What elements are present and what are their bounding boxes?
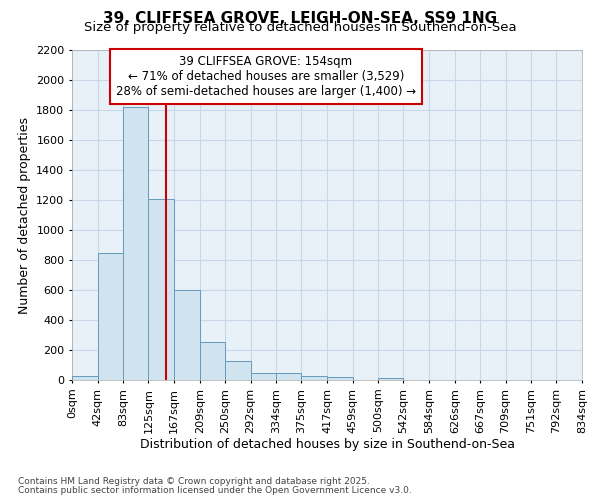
Bar bbox=[123, 107, 148, 380]
Bar bbox=[225, 361, 251, 380]
Text: Contains public sector information licensed under the Open Government Licence v3: Contains public sector information licen… bbox=[18, 486, 412, 495]
Bar bbox=[327, 377, 353, 380]
Text: 39 CLIFFSEA GROVE: 154sqm
← 71% of detached houses are smaller (3,529)
28% of se: 39 CLIFFSEA GROVE: 154sqm ← 71% of detac… bbox=[116, 55, 416, 98]
Bar bbox=[98, 253, 123, 380]
Text: Contains HM Land Registry data © Crown copyright and database right 2025.: Contains HM Land Registry data © Crown c… bbox=[18, 477, 370, 486]
Bar bbox=[148, 199, 174, 380]
Bar bbox=[174, 290, 200, 380]
Text: 39, CLIFFSEA GROVE, LEIGH-ON-SEA, SS9 1NG: 39, CLIFFSEA GROVE, LEIGH-ON-SEA, SS9 1N… bbox=[103, 11, 497, 26]
Text: Size of property relative to detached houses in Southend-on-Sea: Size of property relative to detached ho… bbox=[83, 21, 517, 34]
Bar bbox=[378, 378, 403, 380]
Bar bbox=[276, 373, 301, 380]
Bar bbox=[301, 376, 327, 380]
Bar bbox=[72, 376, 98, 380]
Bar bbox=[251, 372, 276, 380]
Y-axis label: Number of detached properties: Number of detached properties bbox=[17, 116, 31, 314]
X-axis label: Distribution of detached houses by size in Southend-on-Sea: Distribution of detached houses by size … bbox=[139, 438, 515, 452]
Bar bbox=[200, 342, 225, 380]
